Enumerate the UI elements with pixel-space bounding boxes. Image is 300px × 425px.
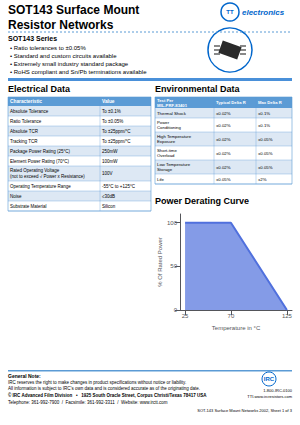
svg-text:±0.02%: ±0.02% bbox=[216, 123, 231, 128]
svg-text:50: 50 bbox=[170, 263, 177, 269]
svg-text:TTI.www.ircresistors.com: TTI.www.ircresistors.com bbox=[247, 394, 292, 399]
svg-text:All information is subject to: All information is subject to IRC's own … bbox=[8, 386, 200, 391]
svg-text:Operating Temperature Range: Operating Temperature Range bbox=[10, 184, 71, 189]
svg-text:1-800-IRC-0100: 1-800-IRC-0100 bbox=[263, 388, 292, 393]
svg-text:Absolute TCR: Absolute TCR bbox=[10, 129, 39, 134]
svg-text:Typical Delta R: Typical Delta R bbox=[216, 100, 246, 105]
svg-text:Power: Power bbox=[157, 120, 170, 125]
svg-text:Exposure: Exposure bbox=[157, 139, 176, 144]
svg-text:0: 0 bbox=[174, 307, 178, 313]
svg-text:Power Derating Curve: Power Derating Curve bbox=[155, 196, 249, 206]
svg-text:IRC reserves the right to make: IRC reserves the right to make changes i… bbox=[8, 380, 186, 385]
svg-text:Temperature in °C: Temperature in °C bbox=[212, 325, 261, 331]
svg-text:© IRC Advanced Film Division: © IRC Advanced Film Division • 1925 Sout… bbox=[8, 392, 207, 398]
svg-text:To ±0.1%: To ±0.1% bbox=[102, 109, 121, 114]
svg-text:±0.1%: ±0.1% bbox=[258, 123, 270, 128]
svg-text:Ratio Tolerance: Ratio Tolerance bbox=[10, 119, 42, 124]
svg-text:To ±0.05%: To ±0.05% bbox=[102, 119, 123, 124]
svg-text:High Temperature: High Temperature bbox=[157, 134, 192, 139]
svg-text:250mW: 250mW bbox=[102, 149, 118, 154]
svg-text:General Note:: General Note: bbox=[8, 373, 41, 379]
svg-text:Silicon: Silicon bbox=[102, 204, 116, 209]
svg-text:electronics: electronics bbox=[242, 8, 285, 17]
svg-text:To ±25ppm/°C: To ±25ppm/°C bbox=[102, 139, 131, 144]
svg-text:125: 125 bbox=[282, 313, 293, 319]
svg-text:±0.05%: ±0.05% bbox=[258, 165, 273, 170]
svg-text:100V: 100V bbox=[102, 171, 113, 176]
svg-text:±0.05%: ±0.05% bbox=[216, 177, 231, 182]
svg-text:TT: TT bbox=[226, 9, 234, 15]
svg-text:-55°C to +125°C: -55°C to +125°C bbox=[102, 184, 136, 189]
svg-text:±0.1%: ±0.1% bbox=[258, 111, 270, 116]
svg-text:• Extremely small industry sta: • Extremely small industry standard pack… bbox=[10, 61, 129, 67]
svg-text:Short-time: Short-time bbox=[157, 148, 177, 153]
svg-text:Test Per: Test Per bbox=[157, 97, 174, 103]
svg-text:Storage: Storage bbox=[157, 167, 173, 172]
svg-text:Overload: Overload bbox=[157, 153, 175, 158]
svg-text:±0.02%: ±0.02% bbox=[216, 111, 231, 116]
svg-text:Characteristic: Characteristic bbox=[10, 99, 42, 104]
svg-text:Substrate Material: Substrate Material bbox=[10, 204, 47, 209]
svg-text:To ±25ppm/°C: To ±25ppm/°C bbox=[102, 129, 131, 134]
svg-text:Absolute Tolerance: Absolute Tolerance bbox=[10, 109, 49, 114]
svg-text:Rated Operating Voltage: Rated Operating Voltage bbox=[10, 168, 60, 173]
svg-text:±0.05%: ±0.05% bbox=[258, 137, 273, 142]
svg-text:MIL-PRF-83401: MIL-PRF-83401 bbox=[157, 103, 188, 108]
svg-text:Element Power Rating (70°C): Element Power Rating (70°C) bbox=[10, 159, 70, 164]
svg-text:Life: Life bbox=[157, 177, 165, 182]
svg-text:SOT143 Series: SOT143 Series bbox=[8, 35, 57, 42]
svg-text:Noise: Noise bbox=[10, 194, 22, 199]
svg-text:Telephone: 361-992-7900 / Fa: Telephone: 361-992-7900 / Facsimile: 361… bbox=[8, 400, 168, 405]
svg-text:±2%: ±2% bbox=[258, 177, 267, 182]
svg-text:Value: Value bbox=[102, 99, 115, 104]
svg-text:±0.05%: ±0.05% bbox=[258, 151, 273, 156]
svg-text:SOT143 Surface Mount: SOT143 Surface Mount bbox=[8, 3, 139, 17]
svg-text:Electrical Data: Electrical Data bbox=[8, 84, 71, 94]
svg-text:• Ratio tolerances to ±0.05%: • Ratio tolerances to ±0.05% bbox=[10, 45, 86, 51]
svg-text:Package Power Rating (25°C): Package Power Rating (25°C) bbox=[10, 149, 71, 154]
svg-text:Low Temperature: Low Temperature bbox=[157, 162, 191, 167]
svg-text:Thermal Shock: Thermal Shock bbox=[157, 111, 187, 116]
svg-text:• RoHS compliant and Sn/Pb ter: • RoHS compliant and Sn/Pb terminations … bbox=[10, 69, 147, 75]
svg-text:±0.02%: ±0.02% bbox=[216, 137, 231, 142]
svg-text:Tracking TCR: Tracking TCR bbox=[10, 139, 38, 144]
svg-text:Max Delta R: Max Delta R bbox=[258, 100, 282, 105]
svg-text:100: 100 bbox=[167, 220, 178, 226]
svg-text:±0.02%: ±0.02% bbox=[216, 165, 231, 170]
svg-text:IRC: IRC bbox=[264, 376, 275, 382]
svg-text:(not to exceed √ Power x Resis: (not to exceed √ Power x Resistance) bbox=[10, 174, 85, 179]
svg-text:Environmental Data: Environmental Data bbox=[155, 84, 241, 94]
svg-text:% Of Rated Power: % Of Rated Power bbox=[157, 237, 163, 287]
svg-text:±0.02%: ±0.02% bbox=[216, 151, 231, 156]
svg-text:70: 70 bbox=[228, 313, 235, 319]
svg-text:25: 25 bbox=[182, 313, 189, 319]
svg-text:≤30dB: ≤30dB bbox=[102, 194, 115, 199]
svg-text:SOT-143 Surface Mount Networks: SOT-143 Surface Mount Networks 2002, She… bbox=[197, 408, 292, 413]
svg-text:Resistor Networks: Resistor Networks bbox=[8, 18, 114, 32]
svg-text:Conditioning: Conditioning bbox=[157, 125, 181, 130]
svg-text:100mW: 100mW bbox=[102, 159, 118, 164]
svg-text:• Standard and custom circuits: • Standard and custom circuits available bbox=[10, 53, 117, 59]
